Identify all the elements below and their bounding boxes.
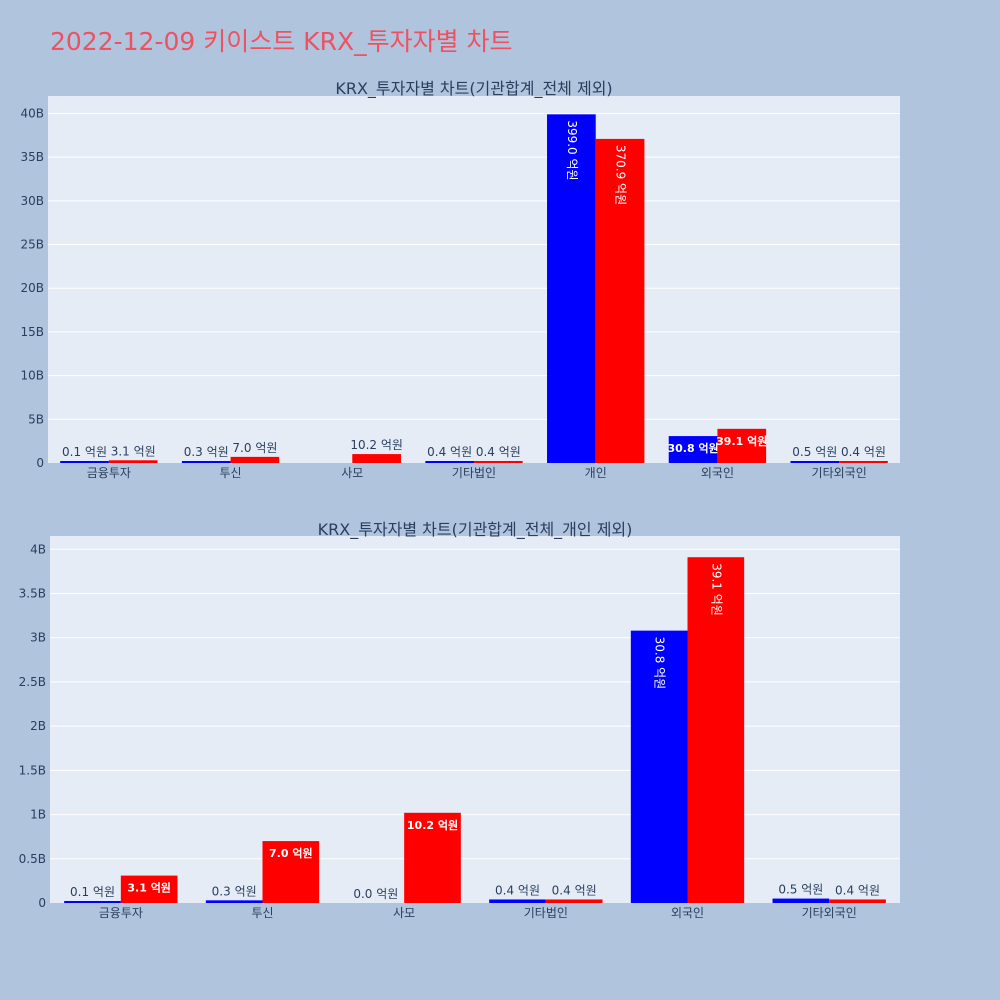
y-tick-label: 5B	[28, 412, 44, 426]
bar	[262, 841, 320, 903]
data-label: 10.2 억원	[407, 818, 458, 832]
page-title: 2022-12-09 키이스트 KRX_투자자별 차트	[50, 27, 513, 56]
data-label: 0.4 억원	[841, 445, 886, 459]
bar	[668, 436, 718, 463]
data-label: 0.0 억원	[353, 887, 398, 901]
x-tick-label: 외국인	[701, 466, 734, 480]
plot-area	[50, 536, 900, 903]
y-tick-label: 30B	[20, 194, 44, 208]
data-label: 0.4 억원	[552, 883, 597, 897]
data-label: 39.1 억원	[716, 434, 767, 448]
bar	[425, 461, 474, 463]
data-label: 0.5 억원	[792, 445, 837, 459]
bar	[489, 899, 546, 903]
bar	[120, 875, 178, 903]
x-tick-label: 기타법인	[452, 466, 496, 480]
y-tick-label: 20B	[20, 281, 44, 295]
x-tick-label: 투신	[251, 906, 273, 920]
x-tick-label: 기타법인	[524, 906, 568, 920]
x-tick-label: 기타외국인	[802, 906, 857, 920]
data-label: 0.3 억원	[212, 884, 257, 898]
bar	[474, 461, 523, 463]
bar	[829, 899, 886, 903]
y-tick-label: 40B	[20, 106, 44, 120]
data-label: 0.4 억원	[476, 445, 521, 459]
bar	[772, 898, 830, 903]
data-label: 0.4 억원	[427, 445, 472, 459]
y-tick-label: 0	[36, 456, 44, 470]
y-tick-label: 0.5B	[19, 852, 46, 866]
bar	[352, 454, 401, 463]
chart-title: KRX_투자자별 차트(기관합계_전체 제외)	[335, 79, 612, 99]
bar	[64, 901, 121, 903]
bar	[60, 461, 109, 463]
data-label: 7.0 억원	[269, 846, 313, 860]
bar	[108, 460, 158, 463]
x-tick-label: 금융투자	[99, 906, 143, 920]
x-tick-label: 개인	[585, 466, 607, 480]
bar	[790, 461, 840, 463]
bar	[717, 428, 767, 463]
chart-top: KRX_투자자별 차트(기관합계_전체 제외) 0 5B 10B 15B 20B 25B 30…	[20, 79, 900, 480]
data-label: 0.5 억원	[778, 883, 823, 897]
data-label: 3.1 억원	[111, 444, 156, 458]
bar	[630, 630, 688, 903]
x-tick-label: 사모	[341, 466, 363, 480]
data-label: 399.0 억원	[565, 120, 579, 180]
y-tick-label: 35B	[20, 150, 44, 164]
bar	[595, 138, 645, 463]
data-label: 30.8 억원	[653, 637, 667, 690]
y-tick-label: 1.5B	[19, 763, 46, 777]
bar	[839, 461, 888, 463]
data-label: 0.1 억원	[62, 445, 107, 459]
chart-title: KRX_투자자별 차트(기관합계_전체_개인 제외)	[318, 520, 633, 540]
bar	[687, 557, 745, 903]
bar	[181, 461, 231, 463]
data-label: 370.9 억원	[614, 145, 628, 205]
y-tick-label: 2B	[30, 719, 46, 733]
y-tick-label: 15B	[20, 325, 44, 339]
data-label: 7.0 억원	[232, 441, 277, 455]
bar	[404, 812, 461, 903]
bar	[230, 456, 280, 463]
x-tick-label: 사모	[393, 906, 415, 920]
x-tick-label: 금융투자	[87, 466, 131, 480]
bar	[545, 899, 603, 903]
y-tick-label: 10B	[20, 369, 44, 383]
data-label: 3.1 억원	[127, 881, 171, 895]
data-label: 10.2 억원	[350, 438, 403, 452]
bar	[547, 114, 596, 463]
y-tick-label: 3.5B	[19, 586, 46, 600]
y-tick-label: 25B	[20, 238, 44, 252]
data-label: 30.8 억원	[667, 441, 718, 455]
y-tick-label: 4B	[30, 542, 46, 556]
x-tick-label: 외국인	[671, 906, 704, 920]
y-tick-label: 0	[38, 896, 46, 910]
data-label: 0.4 억원	[495, 883, 540, 897]
y-tick-label: 1B	[30, 808, 46, 822]
y-tick-label: 3B	[30, 631, 46, 645]
data-label: 39.1 억원	[709, 563, 723, 616]
x-tick-label: 기타외국인	[812, 466, 867, 480]
bar	[205, 900, 263, 903]
data-label: 0.4 억원	[835, 883, 880, 897]
y-tick-label: 2.5B	[19, 675, 46, 689]
data-label: 0.3 억원	[184, 445, 229, 459]
x-tick-label: 투신	[220, 466, 242, 480]
data-label: 0.1 억원	[70, 885, 115, 899]
